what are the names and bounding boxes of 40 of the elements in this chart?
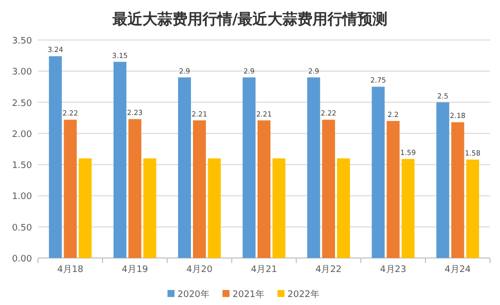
bar: [258, 120, 270, 258]
y-tick-label: 3.50: [12, 36, 32, 46]
bar: [322, 120, 336, 258]
bar: [192, 120, 206, 258]
bar: [337, 158, 350, 258]
y-tick-label: 0.00: [12, 254, 32, 264]
bar: [272, 158, 286, 258]
bar: [466, 160, 480, 258]
bar: [64, 120, 77, 258]
y-tick-label: 2.50: [12, 98, 32, 109]
bar: [402, 158, 415, 258]
chart-title: 最近大蒜费用行情/最近大蒜费用行情预测: [111, 10, 388, 28]
bar: [128, 119, 142, 258]
bar: [307, 77, 320, 258]
x-tick-label: 4月24: [444, 265, 472, 275]
x-tick-label: 4月19: [122, 265, 148, 275]
bar: [242, 77, 256, 258]
y-tick-label: 1.00: [12, 192, 32, 202]
x-tick-label: 4月18: [57, 265, 84, 275]
legend-label: 2021年: [232, 289, 264, 300]
x-tick-label: 4月20: [186, 265, 213, 275]
bar: [143, 158, 156, 258]
bar: [451, 122, 464, 258]
bar: [208, 158, 221, 258]
bar: [113, 62, 126, 258]
legend-label: 2020年: [178, 289, 210, 300]
y-tick-label: 1.50: [12, 161, 32, 172]
y-tick-label: 3.00: [12, 68, 32, 78]
legend-label: 2022年: [288, 289, 320, 300]
x-tick-label: 4月22: [315, 265, 342, 275]
bar: [48, 56, 62, 258]
x-tick-label: 4月23: [380, 265, 406, 275]
y-tick-label: 2.00: [12, 130, 32, 140]
bar: [78, 158, 92, 258]
bar: [178, 77, 191, 258]
bar: [436, 102, 450, 258]
y-tick-label: 0.50: [12, 223, 32, 234]
bar: [386, 120, 400, 258]
x-tick-label: 4月21: [250, 265, 278, 275]
bar: [372, 86, 385, 258]
